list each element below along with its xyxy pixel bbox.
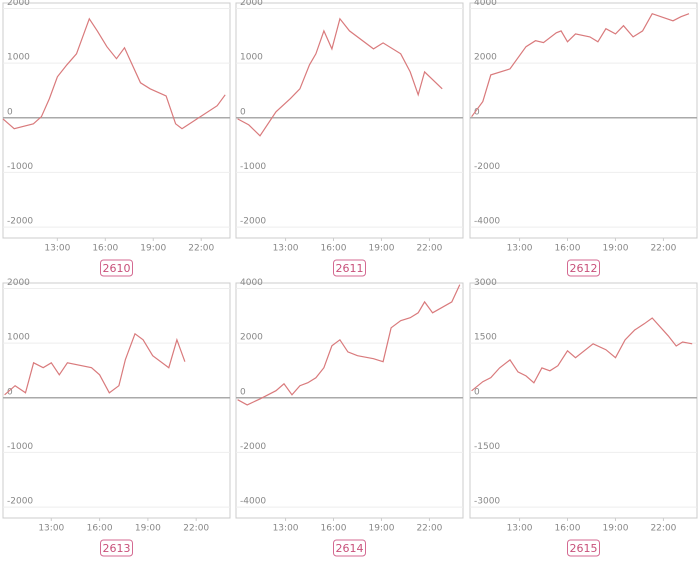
y-tick-label: 2000 <box>474 53 497 63</box>
panel-frame <box>2 282 231 519</box>
x-tick-label: 19:00 <box>369 524 395 534</box>
title-box <box>100 539 133 557</box>
x-tick-label: 19:00 <box>603 524 629 534</box>
y-tick-label: 1000 <box>240 53 263 63</box>
x-tick-label: 16:00 <box>321 244 347 254</box>
y-tick-label: -4000 <box>240 497 266 507</box>
y-tick-label: -2000 <box>240 217 266 227</box>
data-line <box>237 284 461 406</box>
y-tick-label: 2000 <box>240 333 263 343</box>
x-tick-label: 13:00 <box>273 524 299 534</box>
x-tick-label: 22:00 <box>188 244 214 254</box>
chart-title: 2611 <box>336 262 364 275</box>
title-box <box>100 259 133 277</box>
x-tick-label: 22:00 <box>650 524 676 534</box>
panel-frame <box>235 282 464 519</box>
y-tick-label: 1500 <box>474 333 497 343</box>
y-tick-label: 0 <box>7 107 13 117</box>
y-tick-label: -1000 <box>240 162 266 172</box>
chart-title: 2615 <box>570 542 598 555</box>
panel-frame <box>2 2 231 239</box>
y-tick-label: 2000 <box>7 278 30 288</box>
y-tick-label: 0 <box>474 387 480 397</box>
chart-title: 2613 <box>103 542 131 555</box>
y-tick-label: -3000 <box>474 497 500 507</box>
x-tick-label: 16:00 <box>92 244 118 254</box>
panel-frame <box>469 2 698 239</box>
y-tick-label: 4000 <box>240 278 263 288</box>
data-line <box>2 17 226 130</box>
x-tick-label: 13:00 <box>507 244 533 254</box>
data-line <box>471 12 690 118</box>
data-line <box>237 17 443 137</box>
y-tick-label: -2000 <box>240 442 266 452</box>
x-tick-label: 13:00 <box>38 524 64 534</box>
y-tick-label: 2000 <box>240 0 263 8</box>
x-tick-label: 19:00 <box>369 244 395 254</box>
chart-title: 2614 <box>336 542 364 555</box>
data-line <box>471 317 693 392</box>
x-tick-label: 19:00 <box>140 244 166 254</box>
y-tick-label: 1000 <box>7 53 30 63</box>
y-tick-label: -2000 <box>7 217 33 227</box>
chart-title: 2612 <box>570 262 598 275</box>
chart-title: 2610 <box>103 262 131 275</box>
y-tick-label: 3000 <box>474 278 497 288</box>
x-tick-label: 13:00 <box>507 524 533 534</box>
y-tick-label: 0 <box>7 387 13 397</box>
x-tick-label: 16:00 <box>87 524 113 534</box>
x-tick-label: 22:00 <box>650 244 676 254</box>
panel-frame <box>235 2 464 239</box>
y-tick-label: -1000 <box>7 442 33 452</box>
y-tick-label: -1500 <box>474 442 500 452</box>
y-tick-label: 1000 <box>7 333 30 343</box>
x-tick-label: 16:00 <box>555 524 581 534</box>
title-box <box>567 539 600 557</box>
y-tick-label: -2000 <box>474 162 500 172</box>
x-tick-label: 13:00 <box>44 244 70 254</box>
x-tick-label: 16:00 <box>555 244 581 254</box>
y-tick-label: 0 <box>240 107 246 117</box>
y-tick-label: -4000 <box>474 217 500 227</box>
title-box <box>567 259 600 277</box>
y-tick-label: -2000 <box>7 497 33 507</box>
y-tick-label: 0 <box>240 387 246 397</box>
data-line <box>4 332 186 396</box>
panel-frame <box>469 282 698 519</box>
x-tick-label: 13:00 <box>273 244 299 254</box>
x-tick-label: 22:00 <box>416 524 442 534</box>
x-tick-label: 22:00 <box>183 524 209 534</box>
x-tick-label: 19:00 <box>603 244 629 254</box>
y-tick-label: 4000 <box>474 0 497 8</box>
x-tick-label: 22:00 <box>416 244 442 254</box>
x-tick-label: 16:00 <box>321 524 347 534</box>
y-tick-label: 2000 <box>7 0 30 8</box>
x-tick-label: 19:00 <box>135 524 161 534</box>
title-box <box>333 259 366 277</box>
y-tick-label: 0 <box>474 107 480 117</box>
y-tick-label: -1000 <box>7 162 33 172</box>
title-box <box>333 539 366 557</box>
